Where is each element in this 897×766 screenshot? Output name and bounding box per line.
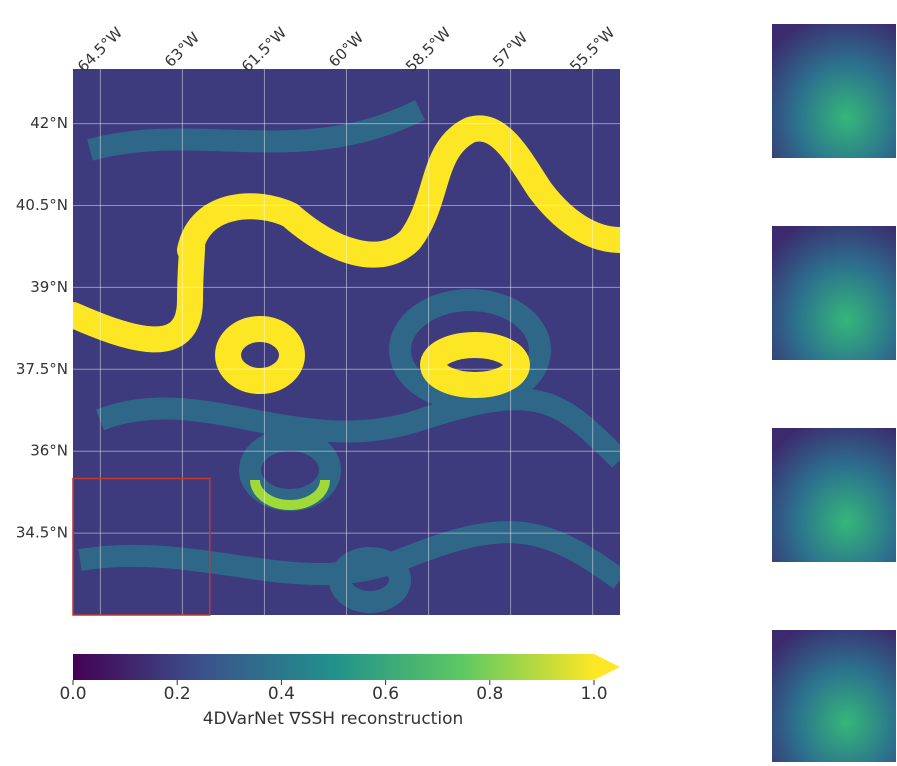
colorbar-extend xyxy=(594,654,620,680)
colorbar-tick-label: 0.2 xyxy=(164,684,191,704)
lat-tick-label: 36°N xyxy=(30,442,68,460)
thumbnail xyxy=(772,226,896,360)
thumbnail xyxy=(772,428,896,562)
lon-tick-label: 58.5°W xyxy=(402,23,454,75)
lat-tick-label: 37.5°N xyxy=(16,360,68,378)
region-box xyxy=(72,477,211,616)
field-image xyxy=(73,69,620,615)
lon-tick-label: 57°W xyxy=(489,29,531,71)
colorbar-tick-label: 0.6 xyxy=(372,684,399,704)
thumbnails xyxy=(772,24,896,762)
colorbar-ramp xyxy=(73,654,594,680)
lon-tick-label: 60°W xyxy=(325,29,367,71)
thumbnail xyxy=(772,24,896,158)
lon-tick-label: 61.5°W xyxy=(238,23,290,75)
lon-tick-label: 64.5°W xyxy=(74,23,126,75)
lat-tick-label: 39°N xyxy=(30,278,68,296)
lat-tick-label: 40.5°N xyxy=(16,196,68,214)
lon-tick-label: 55.5°W xyxy=(566,23,618,75)
colorbar-tick-label: 0.8 xyxy=(476,684,503,704)
colorbar-tick-label: 0.0 xyxy=(59,684,86,704)
colorbar-tick-label: 1.0 xyxy=(580,684,607,704)
lat-tick-label: 34.5°N xyxy=(16,524,68,542)
lon-tick-label: 63°W xyxy=(161,29,203,71)
colorbar-label: 4DVarNet ∇SSH reconstruction xyxy=(203,709,464,729)
colorbar-tick-label: 0.4 xyxy=(268,684,295,704)
thumbnail xyxy=(772,630,896,762)
lat-tick-label: 42°N xyxy=(30,114,68,132)
colorbar xyxy=(73,654,620,680)
